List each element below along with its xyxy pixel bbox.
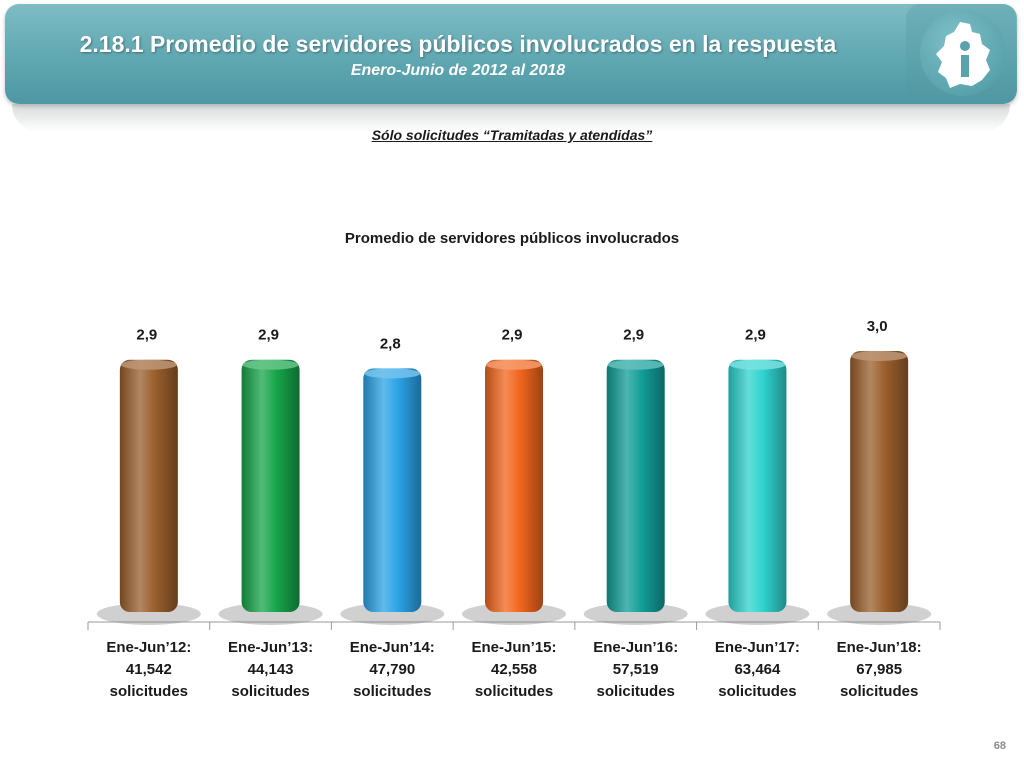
category-label: 57,519 <box>613 661 659 678</box>
bar-value-label: 2,9 <box>258 327 279 344</box>
category-label: Ene-Jun’13: <box>228 639 313 656</box>
category-label: Ene-Jun’16: <box>593 639 678 656</box>
header-shadow <box>12 104 1010 132</box>
category-label: Ene-Jun’15: <box>471 639 556 656</box>
page-number: 68 <box>993 740 1006 752</box>
page-title: 2.18.1 Promedio de servidores públicos i… <box>79 31 837 57</box>
category-label: solicitudes <box>475 683 553 700</box>
bar-value-label: 2,9 <box>502 327 523 344</box>
page-subtitle: Enero-Junio de 2012 al 2018 <box>350 62 566 79</box>
bar <box>363 368 422 612</box>
bar-cap <box>486 359 542 370</box>
category-label: solicitudes <box>231 683 309 700</box>
category-label: solicitudes <box>597 683 675 700</box>
bar-value-label: 2,8 <box>380 335 401 352</box>
bar-value-label: 3,0 <box>867 318 888 335</box>
bar <box>485 359 543 612</box>
cdmx-map-info-icon <box>936 22 990 88</box>
category-label: Ene-Jun’18: <box>837 639 922 656</box>
category-label: 67,985 <box>856 661 902 678</box>
bar <box>728 359 787 612</box>
bar <box>119 359 178 612</box>
bar-value-label: 2,9 <box>623 327 644 344</box>
filter-note: Sólo solicitudes “Tramitadas y atendidas… <box>371 127 653 143</box>
category-label: Ene-Jun’17: <box>715 639 800 656</box>
bar-cap <box>120 359 177 370</box>
category-label: solicitudes <box>840 683 918 700</box>
category-label: 47,790 <box>369 661 415 678</box>
bar <box>241 359 300 612</box>
category-label: Ene-Jun’12: <box>106 639 191 656</box>
category-label: 42,558 <box>491 661 537 678</box>
bar-cap <box>729 359 786 370</box>
header-band <box>5 4 1017 104</box>
bar <box>606 359 665 612</box>
chart-title: Promedio de servidores públicos involucr… <box>344 230 680 247</box>
category-label: solicitudes <box>110 683 188 700</box>
bar-value-label: 2,9 <box>136 327 157 344</box>
bar-cap <box>607 359 664 370</box>
category-label: solicitudes <box>718 683 796 700</box>
bar-cap <box>851 351 908 361</box>
logo-circle <box>920 10 1006 96</box>
category-label: solicitudes <box>353 683 431 700</box>
bar-cap <box>242 359 299 370</box>
logo-box <box>906 4 1016 104</box>
category-label: 63,464 <box>734 661 781 678</box>
bar <box>850 351 909 612</box>
bar-cap <box>364 368 421 379</box>
category-label: Ene-Jun’14: <box>350 639 435 656</box>
category-label: 41,542 <box>126 661 172 678</box>
bar-value-label: 2,9 <box>745 327 766 344</box>
category-label: 44,143 <box>248 661 294 678</box>
